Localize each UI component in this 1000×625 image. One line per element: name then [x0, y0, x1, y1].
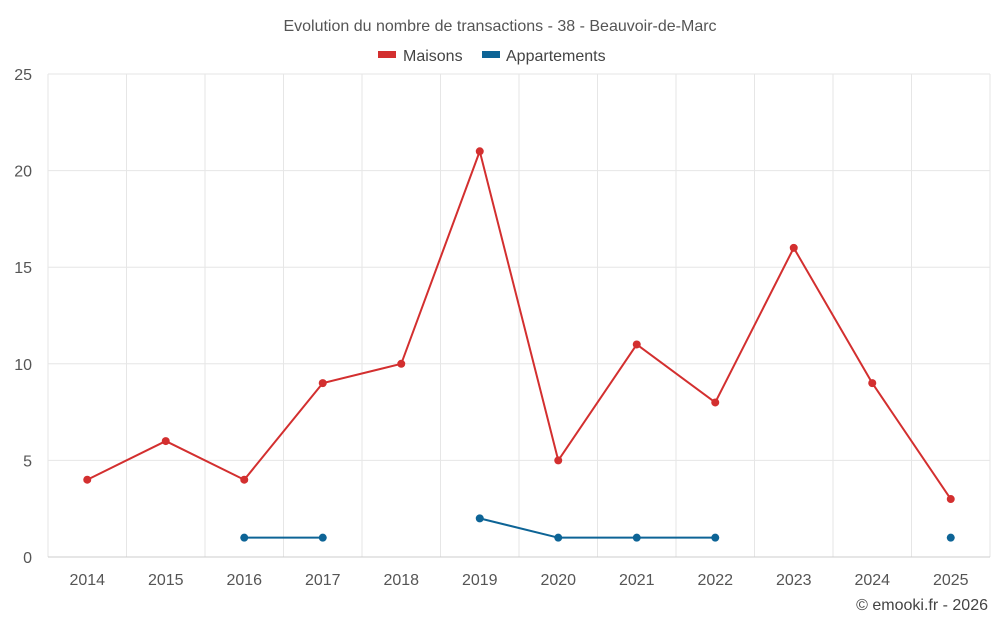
point-appartements-2020[interactable] — [554, 533, 563, 542]
x-tick-labels: 2014 2015 2016 2017 2018 2019 2020 2021 2022 2023… — [69, 572, 968, 589]
x-tick-label: 2020 — [540, 572, 576, 589]
x-tick-label: 2021 — [619, 572, 655, 589]
legend-item-maisons[interactable]: Maisons — [378, 48, 463, 65]
point-maisons-2023[interactable] — [789, 243, 798, 252]
x-tick-label: 2022 — [697, 572, 733, 589]
point-appartements-2022[interactable] — [711, 533, 720, 542]
series-layer — [83, 147, 955, 542]
x-tick-label: 2019 — [462, 572, 498, 589]
credit-text: © emooki.fr - 2026 — [856, 597, 988, 614]
y-tick-label: 20 — [14, 164, 32, 181]
x-tick-label: 2016 — [226, 572, 262, 589]
point-maisons-2016[interactable] — [240, 475, 249, 484]
x-tick-label: 2023 — [776, 572, 812, 589]
point-appartements-2017[interactable] — [318, 533, 327, 542]
y-tick-label: 25 — [14, 67, 32, 84]
point-maisons-2025[interactable] — [946, 495, 955, 504]
legend: Maisons Appartements — [378, 48, 606, 65]
point-appartements-2019[interactable] — [475, 514, 484, 523]
series-line-appartements — [479, 517, 716, 539]
y-tick-label: 15 — [14, 260, 32, 277]
point-maisons-2018[interactable] — [397, 359, 406, 368]
series-appartements — [240, 514, 955, 542]
x-tick-label: 2015 — [148, 572, 184, 589]
point-maisons-2017[interactable] — [318, 379, 327, 388]
y-tick-label: 0 — [23, 550, 32, 567]
x-tick-label: 2025 — [933, 572, 969, 589]
point-maisons-2015[interactable] — [161, 437, 170, 446]
point-maisons-2024[interactable] — [868, 379, 877, 388]
x-tick-label: 2014 — [69, 572, 105, 589]
x-tick-label: 2024 — [854, 572, 890, 589]
series-line-maisons — [86, 150, 952, 500]
point-maisons-2014[interactable] — [83, 475, 92, 484]
series-maisons — [83, 147, 955, 504]
x-gridlines — [47, 74, 991, 557]
point-appartements-2025[interactable] — [946, 533, 955, 542]
point-maisons-2022[interactable] — [711, 398, 720, 407]
legend-swatch-maisons — [378, 51, 396, 58]
point-appartements-2016[interactable] — [240, 533, 249, 542]
point-appartements-2021[interactable] — [632, 533, 641, 542]
chart-title: Evolution du nombre de transactions - 38… — [283, 18, 716, 35]
point-maisons-2019[interactable] — [475, 147, 484, 156]
y-tick-label: 10 — [14, 357, 32, 374]
x-tick-label: 2018 — [383, 572, 419, 589]
legend-swatch-appartements — [482, 51, 500, 58]
y-tick-label: 5 — [23, 453, 32, 470]
point-maisons-2021[interactable] — [632, 340, 641, 349]
legend-item-appartements[interactable]: Appartements — [482, 48, 606, 65]
y-tick-labels: 0 5 10 15 20 25 — [14, 67, 32, 567]
x-tick-label: 2017 — [305, 572, 341, 589]
point-maisons-2020[interactable] — [554, 456, 563, 465]
legend-label-maisons: Maisons — [403, 48, 463, 65]
legend-label-appartements: Appartements — [506, 48, 606, 65]
